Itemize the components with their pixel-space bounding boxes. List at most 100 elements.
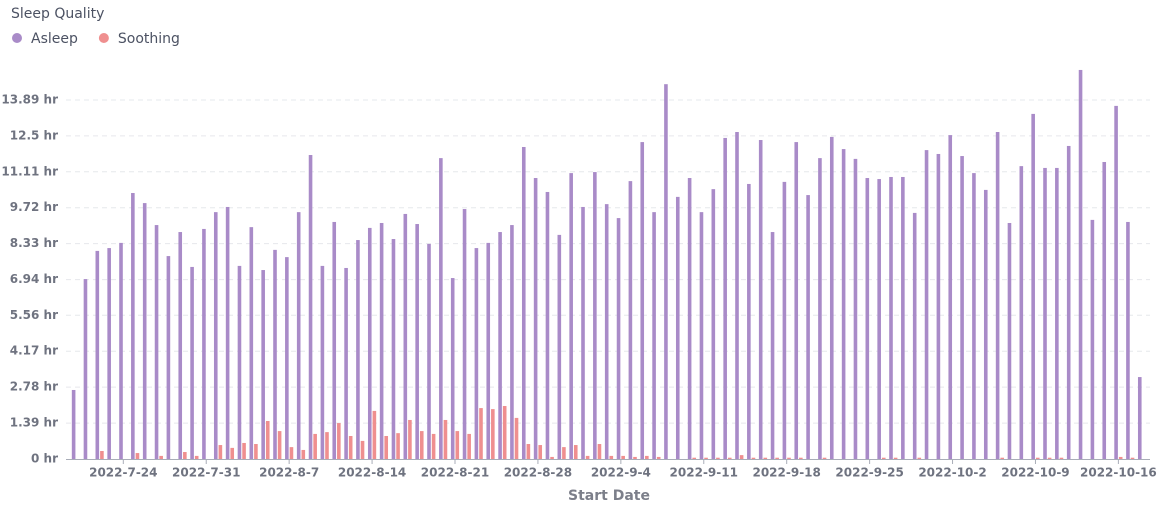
bar	[893, 457, 898, 459]
bar	[633, 456, 637, 459]
bar	[735, 132, 739, 459]
bar	[1031, 113, 1035, 459]
bar	[545, 191, 550, 459]
bar	[739, 455, 744, 459]
bar	[443, 419, 448, 459]
legend-label: Asleep	[31, 31, 78, 47]
bar	[609, 455, 614, 459]
x-tick-label: 2022-8-7	[259, 466, 319, 480]
bar	[889, 176, 893, 459]
legend-swatch	[12, 33, 22, 43]
bar	[711, 189, 716, 460]
bar	[261, 270, 265, 459]
bar	[230, 447, 235, 459]
bar	[83, 279, 88, 459]
bar	[301, 449, 306, 459]
bar	[514, 417, 519, 459]
bar	[569, 173, 573, 460]
y-tick-label: 0 hr	[31, 452, 58, 466]
bar	[474, 248, 479, 459]
bar	[450, 278, 455, 459]
x-tick-label: 2022-9-18	[752, 466, 820, 480]
bar	[325, 432, 329, 459]
bar	[727, 457, 732, 459]
bar	[751, 457, 756, 459]
y-tick-label: 9.72 hr	[10, 200, 58, 214]
bar	[178, 232, 183, 459]
bar	[799, 457, 803, 459]
bar	[924, 150, 929, 459]
bar	[758, 140, 763, 460]
bar	[379, 222, 384, 459]
bar	[403, 213, 408, 459]
bar	[356, 240, 360, 459]
bar	[995, 132, 1000, 459]
bar	[100, 450, 104, 459]
bar	[806, 195, 810, 459]
x-tick-label: 2022-7-31	[172, 466, 240, 480]
x-tick-label: 2022-8-21	[421, 466, 489, 480]
bar	[616, 218, 621, 459]
bar	[557, 234, 562, 459]
bar	[912, 212, 917, 459]
bar	[225, 206, 230, 459]
bar	[865, 178, 870, 460]
bar	[119, 242, 123, 459]
bar	[1090, 219, 1095, 459]
bar	[829, 136, 834, 459]
chart-title: Sleep Quality	[11, 6, 104, 22]
bar	[526, 444, 531, 459]
bar	[640, 142, 645, 459]
x-tick-label: 2022-10-16	[1080, 466, 1157, 480]
bar	[360, 440, 365, 459]
bar	[419, 431, 424, 459]
bar	[692, 457, 697, 459]
bar	[467, 433, 471, 459]
bar	[249, 227, 254, 459]
bar	[344, 267, 348, 459]
bar	[486, 242, 491, 459]
bar	[479, 408, 483, 459]
y-tick-label: 2.78 hr	[10, 380, 58, 394]
bar	[502, 406, 507, 459]
x-tick-label: 2022-10-9	[1001, 466, 1069, 480]
bar	[273, 249, 277, 459]
bar	[408, 419, 412, 459]
bar	[562, 447, 566, 459]
bar	[1043, 167, 1047, 459]
bar	[853, 158, 858, 459]
bar	[367, 227, 372, 459]
x-tick-label: 2022-10-2	[918, 466, 986, 480]
bar	[159, 455, 163, 459]
x-tick-label: 2022-9-25	[835, 466, 903, 480]
bar	[1114, 105, 1118, 459]
bar	[723, 137, 727, 459]
bar	[770, 232, 775, 459]
y-tick-label: 5.56 hr	[10, 308, 58, 322]
bar	[538, 445, 543, 459]
x-axis-title: Start Date	[568, 488, 650, 504]
bar	[960, 156, 964, 460]
bar	[320, 265, 325, 459]
bar	[877, 179, 881, 459]
bar	[841, 149, 846, 459]
bar	[699, 212, 704, 459]
y-tick-label: 4.17 hr	[10, 344, 58, 358]
bar	[498, 232, 502, 459]
bar	[628, 181, 633, 459]
bar	[308, 155, 313, 459]
bar	[782, 181, 787, 459]
bar	[462, 209, 467, 459]
bar	[656, 456, 661, 459]
bar	[1019, 166, 1024, 459]
bar	[645, 455, 649, 459]
bar	[775, 457, 779, 459]
bar	[218, 445, 223, 459]
x-tick-label: 2022-8-28	[504, 466, 572, 480]
bar	[337, 423, 341, 459]
bar	[1137, 377, 1142, 459]
bar	[71, 389, 76, 459]
y-tick-label: 11.11 hr	[1, 164, 58, 178]
bar	[604, 204, 609, 459]
